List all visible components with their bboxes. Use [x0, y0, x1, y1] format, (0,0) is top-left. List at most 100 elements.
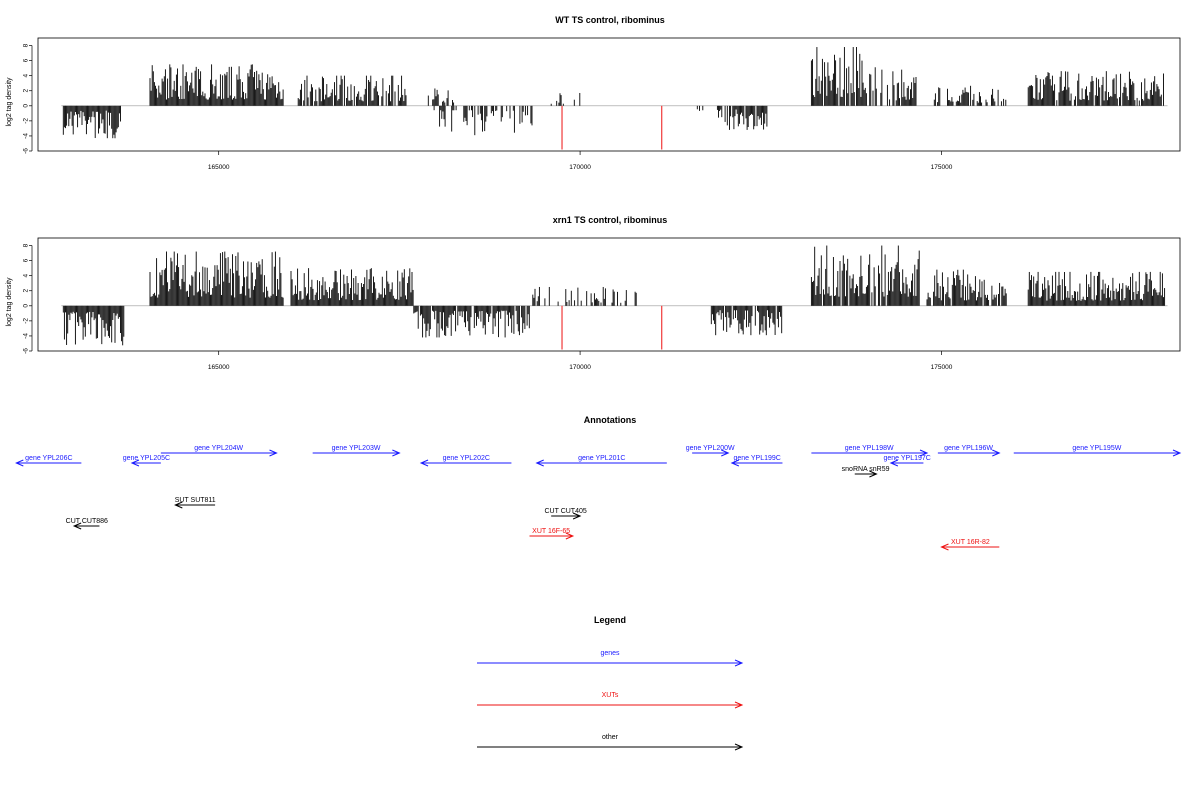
annotation-feature: gene YPL196W — [937, 445, 1001, 457]
annotation-label: gene YPL203W — [332, 445, 381, 452]
legend-arrow-arrowhead — [734, 659, 744, 667]
annotation-arrow-arrowhead — [392, 449, 401, 457]
xrn1-track-title: xrn1 TS control, ribominus — [553, 215, 668, 225]
annotation-arrow-arrowhead — [730, 459, 740, 467]
annotation-arrow-arrowhead — [174, 501, 183, 509]
annotation-feature: gene YPL202C — [419, 455, 512, 467]
xrn1-plot-frame — [37, 237, 1181, 352]
wt-cut-markers — [561, 105, 663, 150]
annotation-features: gene YPL206C gene YPL205C gene YPL204W gene… — [15, 445, 1182, 551]
wt-y-tick-label: -4 — [23, 133, 30, 139]
xrn1-y-ticks: -6 -4 -2 0 2 4 6 8 — [23, 243, 33, 354]
xrn1-cut-markers — [561, 305, 663, 350]
annotation-arrow-arrowhead — [565, 532, 575, 540]
wt-plot-frame — [37, 37, 1181, 152]
annotation-feature: gene YPL204W — [160, 445, 278, 457]
annotation-label: XUT 16F-65 — [532, 528, 570, 535]
legend-arrow-arrowhead — [734, 701, 744, 709]
annotation-arrow-arrowhead — [130, 459, 140, 467]
annotation-feature: gene YPL203W — [312, 445, 401, 457]
xrn1-y-tick-label: 2 — [23, 289, 30, 293]
legend-title: Legend — [594, 615, 626, 625]
xrn1-x-ticks: 165000 170000 175000 — [208, 351, 953, 371]
annotation-arrow-arrowhead — [721, 449, 730, 457]
wt-y-tick-label: 8 — [23, 43, 30, 47]
annotation-arrow-arrowhead — [919, 449, 929, 457]
legend-label: genes — [600, 650, 620, 657]
xrn1-y-tick-label: 4 — [23, 273, 30, 277]
legend-item-genes: genes — [477, 650, 744, 667]
annotation-feature: gene YPL205C — [123, 455, 170, 467]
annotation-feature: gene YPL206C — [15, 455, 82, 467]
annotation-label: CUT CUT886 — [66, 518, 108, 525]
annotation-label: gene YPL198W — [845, 445, 894, 452]
wt-y-tick-label: 4 — [23, 73, 30, 77]
annotation-feature: gene YPL197C — [883, 455, 931, 467]
annotation-arrow-arrowhead — [940, 543, 949, 551]
annotations-panel: Annotations gene YPL206C gene YPL205Cgene… — [15, 415, 1182, 551]
xrn1-track-ylabel: log2 tag density — [6, 277, 13, 327]
xrn1-x-tick-label: 165000 — [208, 364, 230, 371]
xrn1-y-tick-label: 0 — [23, 304, 30, 308]
xrn1-x-tick-label: 175000 — [931, 364, 953, 371]
annotation-arrow-arrowhead — [269, 449, 278, 457]
wt-track-panel: WT TS control, ribominus log2 tag densit… — [6, 15, 1181, 171]
wt-y-tick-label: -2 — [23, 118, 30, 124]
legend-label: XUTs — [602, 692, 619, 699]
xrn1-x-tick-label: 170000 — [569, 364, 591, 371]
wt-y-ticks: -6 -4 -2 0 2 4 6 8 — [23, 43, 33, 154]
wt-track-ylabel: log2 tag density — [6, 77, 13, 127]
legend-label: other — [602, 734, 619, 741]
annotation-arrow-arrowhead — [572, 512, 582, 520]
wt-x-ticks: 165000 170000 175000 — [208, 151, 953, 171]
annotation-feature: CUT CUT886 — [66, 518, 108, 530]
annotation-label: gene YPL197C — [883, 455, 930, 462]
wt-x-tick-label: 170000 — [569, 164, 591, 171]
wt-x-tick-label: 165000 — [208, 164, 230, 171]
legend-items: genes XUTs other — [477, 650, 744, 751]
annotation-feature: SUT SUT811 — [174, 497, 216, 509]
annotation-arrow-arrowhead — [15, 459, 24, 467]
legend-arrow-arrowhead — [734, 743, 744, 751]
annotation-label: CUT CUT405 — [544, 508, 586, 515]
annotation-label: XUT 16R-82 — [951, 539, 990, 546]
annotation-arrow-arrowhead — [992, 449, 1001, 457]
annotation-arrow-arrowhead — [535, 459, 544, 467]
annotation-label: gene YPL206C — [25, 455, 72, 462]
legend-item-xuts: XUTs — [477, 692, 744, 709]
annotation-label: snoRNA snR59 — [842, 466, 890, 473]
annotation-label: gene YPL204W — [194, 445, 243, 452]
annotations-title: Annotations — [584, 415, 637, 425]
xrn1-y-tick-label: -2 — [23, 318, 30, 324]
xrn1-track-panel: xrn1 TS control, ribominus log2 tag dens… — [6, 215, 1181, 371]
annotation-arrow-arrowhead — [889, 459, 899, 467]
annotation-arrow-arrowhead — [869, 470, 878, 478]
annotation-label: SUT SUT811 — [175, 497, 216, 504]
xrn1-y-tick-label: -4 — [23, 333, 30, 339]
wt-bars — [62, 47, 1164, 139]
xrn1-y-tick-label: -6 — [23, 348, 30, 354]
annotation-label: gene YPL196W — [944, 445, 993, 452]
legend-item-other: other — [477, 734, 744, 751]
wt-track-title: WT TS control, ribominus — [555, 15, 665, 25]
wt-y-tick-label: 6 — [23, 58, 30, 62]
annotation-feature: gene YPL201C — [535, 455, 667, 467]
xrn1-y-tick-label: 8 — [23, 243, 30, 247]
legend-panel: Legend genes XUTs other — [477, 615, 744, 751]
annotation-label: gene YPL199C — [733, 455, 780, 462]
annotation-feature: XUT 16R-82 — [940, 539, 1000, 551]
annotation-feature: gene YPL199C — [730, 455, 783, 467]
annotation-feature: gene YPL200W — [686, 445, 735, 457]
annotation-feature: CUT CUT405 — [544, 508, 587, 520]
wt-y-tick-label: -6 — [23, 148, 30, 154]
xrn1-y-tick-label: 6 — [23, 258, 30, 262]
wt-y-tick-label: 0 — [23, 104, 30, 108]
annotation-arrow-arrowhead — [72, 522, 82, 530]
annotation-arrow-arrowhead — [419, 459, 429, 467]
annotation-label: gene YPL205C — [123, 455, 170, 462]
annotation-feature: gene YPL198W — [811, 445, 929, 457]
xrn1-bars — [62, 245, 1166, 346]
annotation-feature: XUT 16F-65 — [529, 528, 575, 540]
wt-y-tick-label: 2 — [23, 89, 30, 93]
